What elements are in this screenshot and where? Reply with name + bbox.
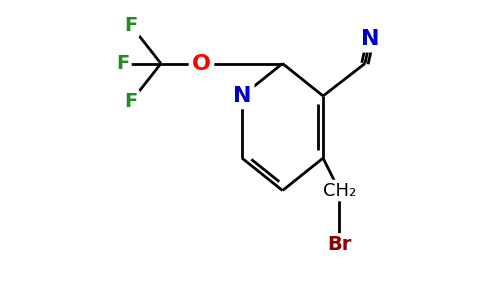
Text: O: O — [192, 53, 211, 74]
Text: F: F — [124, 16, 138, 35]
Text: F: F — [124, 92, 138, 111]
Text: F: F — [117, 54, 130, 73]
Text: Br: Br — [327, 235, 351, 254]
Text: N: N — [361, 29, 379, 49]
Text: CH₂: CH₂ — [323, 182, 356, 200]
Text: N: N — [233, 86, 251, 106]
